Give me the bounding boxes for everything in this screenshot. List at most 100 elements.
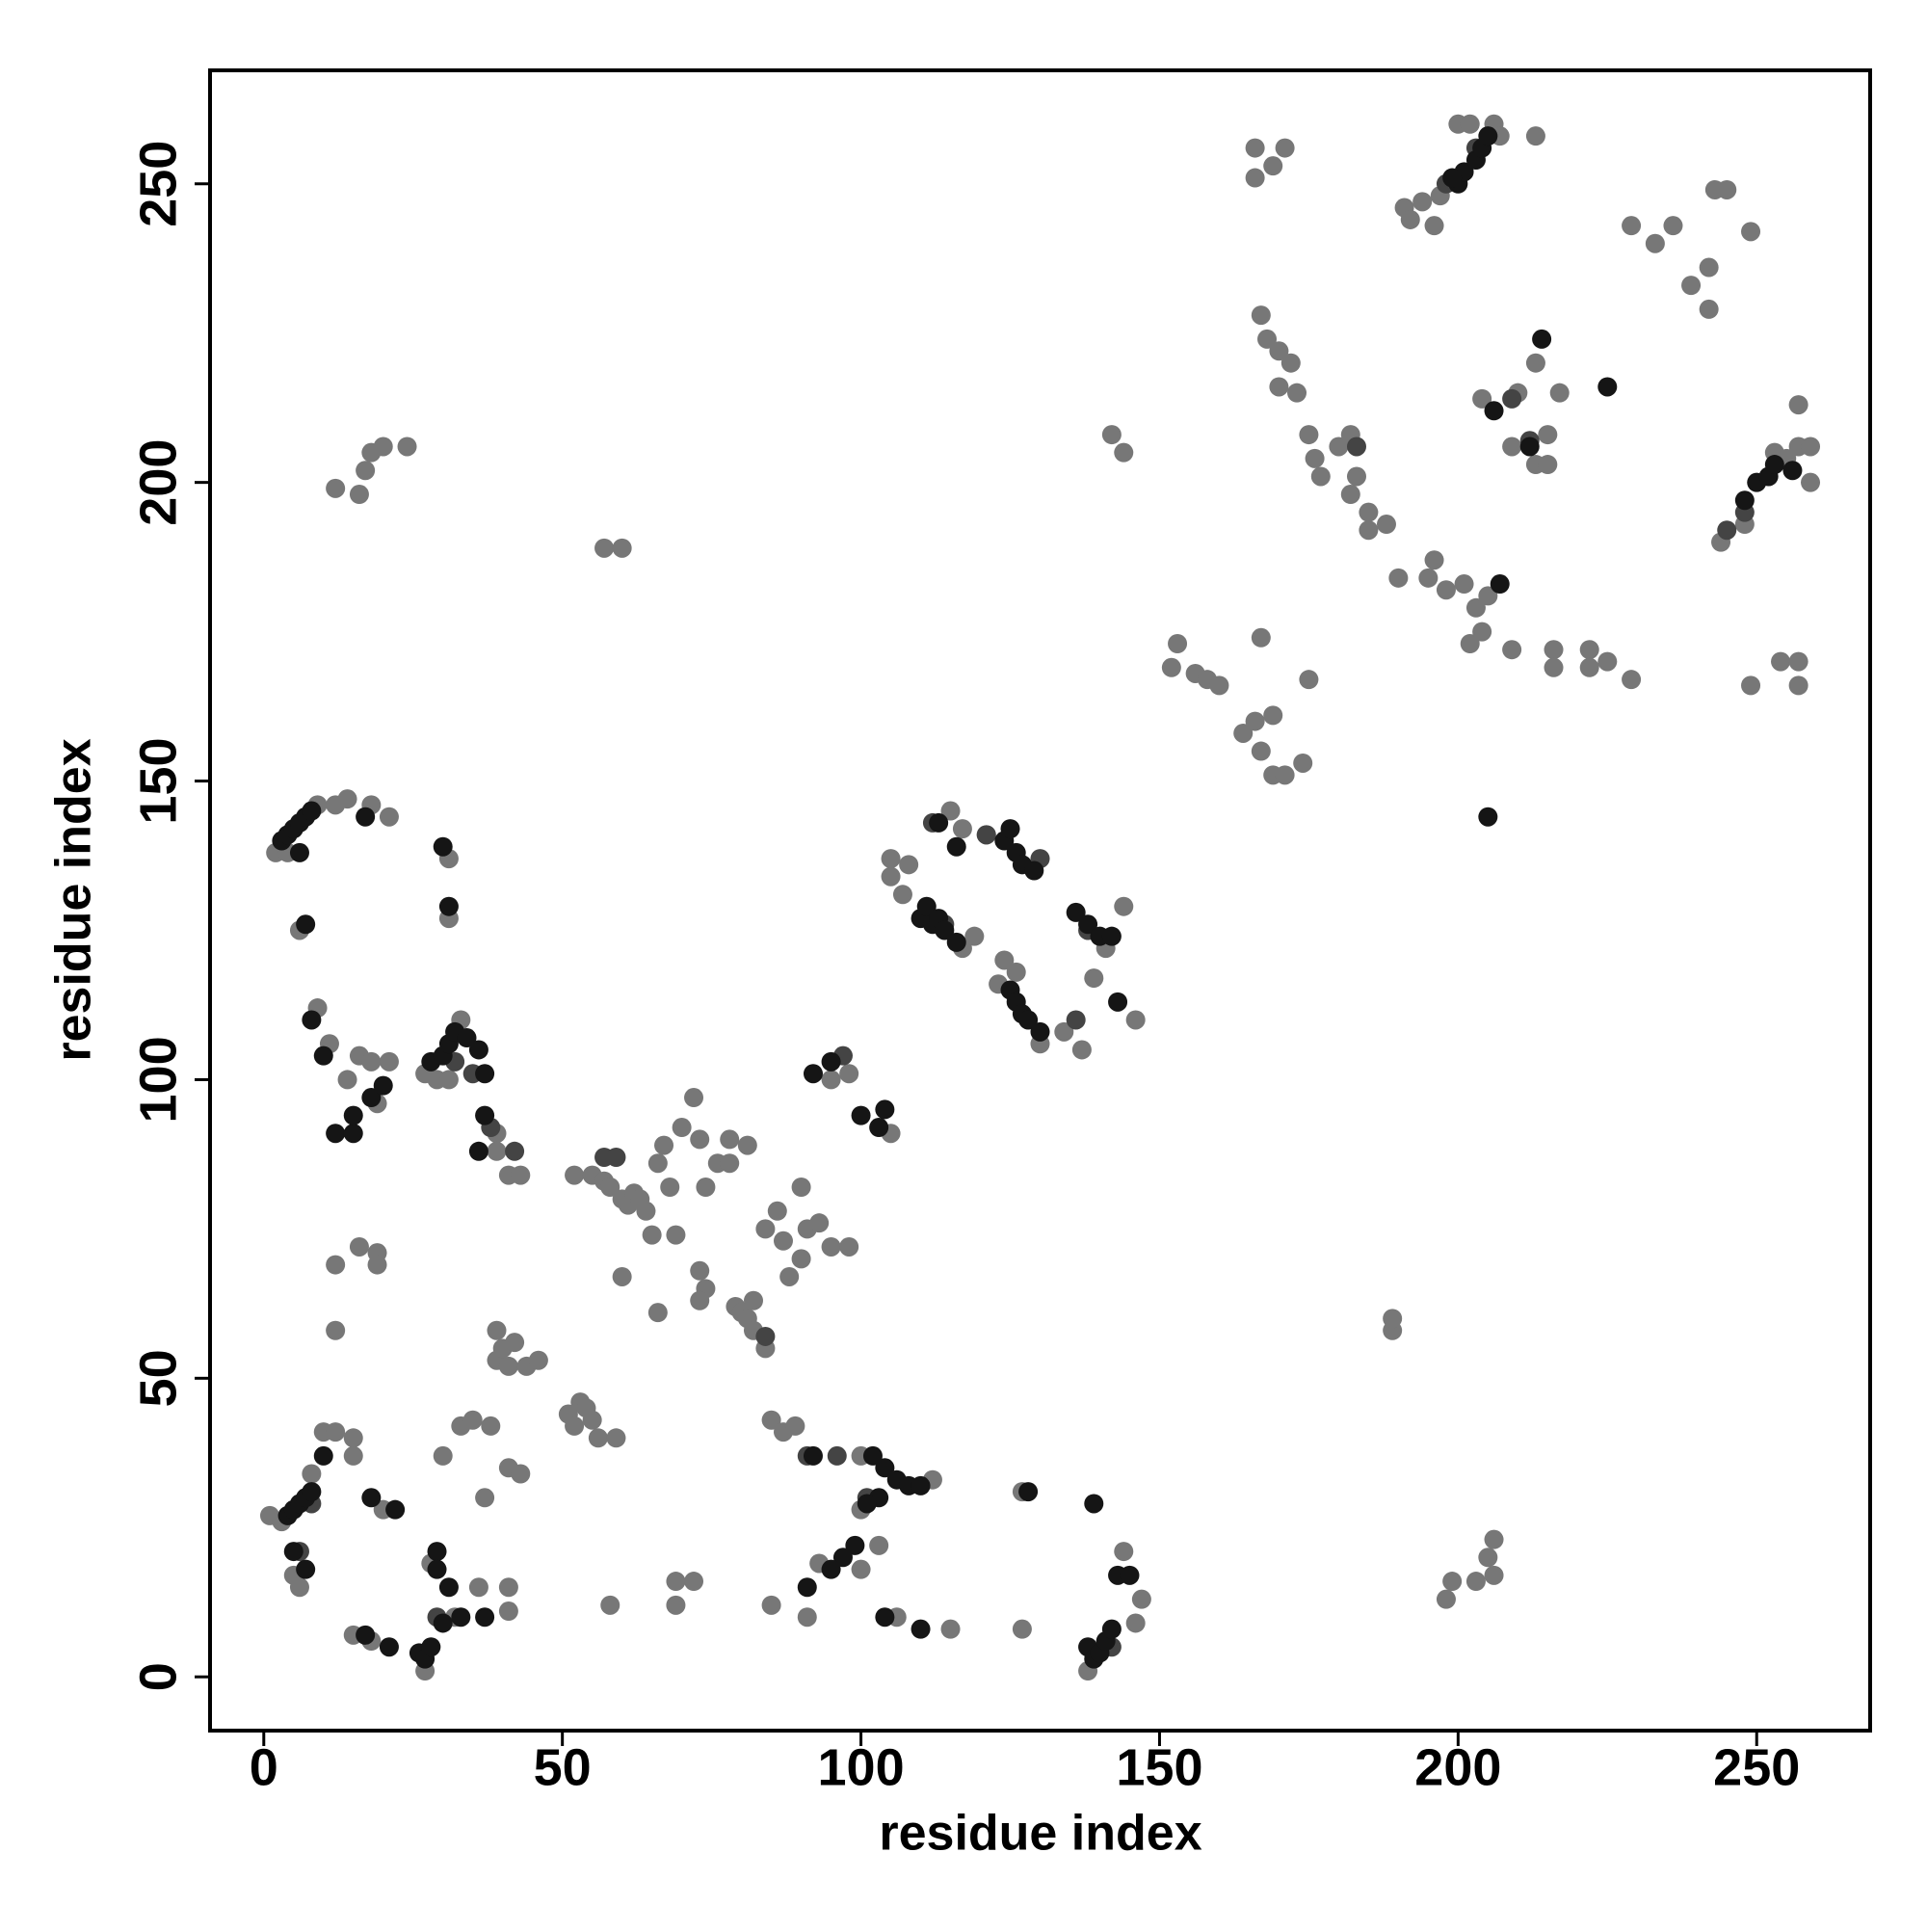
point — [1084, 1494, 1104, 1514]
point — [821, 1236, 841, 1257]
y-tick-label: 250 — [129, 141, 187, 227]
point — [1084, 968, 1104, 989]
point — [296, 1559, 316, 1579]
point — [839, 1064, 859, 1084]
point — [1287, 383, 1307, 403]
point — [684, 1088, 704, 1108]
point — [636, 1201, 656, 1221]
y-tick-label: 50 — [129, 1349, 187, 1407]
point — [1622, 216, 1642, 236]
x-tick-label: 250 — [1713, 1738, 1800, 1796]
point — [803, 1064, 823, 1084]
point — [289, 1577, 309, 1598]
point — [1597, 651, 1618, 672]
point — [1699, 257, 1719, 278]
point — [356, 461, 376, 481]
point — [302, 1464, 322, 1484]
point — [952, 819, 972, 839]
point — [438, 1577, 459, 1598]
point — [821, 1051, 841, 1072]
point — [881, 866, 901, 887]
x-tick-label: 50 — [534, 1738, 592, 1796]
point — [1418, 568, 1439, 588]
x-tick-label: 150 — [1116, 1738, 1202, 1796]
point — [785, 1416, 805, 1436]
point — [326, 478, 346, 498]
point — [1245, 711, 1265, 731]
point — [875, 1458, 895, 1478]
point — [343, 1445, 363, 1466]
point — [851, 1105, 871, 1125]
point — [433, 1445, 453, 1466]
point — [803, 1445, 823, 1466]
point — [1125, 1010, 1146, 1030]
point — [1764, 455, 1784, 475]
point — [1383, 1309, 1403, 1329]
point — [1101, 1619, 1122, 1639]
point — [1168, 633, 1188, 653]
point — [779, 1266, 800, 1286]
point — [1502, 437, 1522, 457]
point — [498, 1356, 518, 1376]
point — [343, 1105, 363, 1125]
point — [379, 1637, 399, 1657]
point — [367, 1255, 387, 1275]
point — [1788, 651, 1808, 672]
point — [1460, 633, 1480, 653]
point — [642, 1225, 662, 1245]
point — [935, 920, 955, 940]
point — [1400, 209, 1420, 229]
point — [1622, 670, 1642, 690]
point — [356, 1625, 376, 1645]
point — [1275, 138, 1295, 158]
point — [647, 1153, 668, 1174]
point — [361, 1488, 382, 1508]
point — [433, 1613, 453, 1633]
point — [612, 1266, 632, 1286]
point — [505, 1141, 525, 1161]
point — [438, 896, 459, 916]
point — [511, 1165, 531, 1185]
point — [1024, 860, 1044, 881]
y-tick-label: 150 — [129, 737, 187, 824]
point — [1161, 657, 1181, 677]
point — [1125, 1613, 1146, 1633]
point — [1006, 962, 1026, 982]
point — [1251, 627, 1271, 648]
point — [1717, 179, 1737, 199]
x-axis-title: residue index — [879, 1806, 1201, 1862]
point — [839, 1236, 859, 1257]
point — [744, 1290, 764, 1310]
point — [1544, 657, 1564, 677]
point — [1340, 485, 1360, 505]
y-axis-title: residue index — [46, 738, 102, 1061]
point — [737, 1135, 757, 1155]
point — [373, 437, 393, 457]
point — [720, 1129, 740, 1150]
point — [911, 1475, 931, 1495]
point — [1030, 1021, 1050, 1042]
point — [1579, 657, 1599, 677]
point — [690, 1129, 710, 1150]
point — [690, 1290, 710, 1310]
point — [881, 849, 901, 869]
point — [1257, 329, 1278, 349]
point — [468, 1577, 488, 1598]
point — [1209, 675, 1229, 696]
point — [475, 1105, 495, 1125]
point — [946, 836, 966, 857]
point — [916, 896, 937, 916]
point — [1525, 126, 1545, 146]
point — [946, 932, 966, 952]
point — [773, 1231, 793, 1251]
point — [361, 1088, 382, 1108]
point — [1484, 1529, 1504, 1549]
point — [654, 1135, 674, 1155]
point — [1771, 651, 1791, 672]
point — [1251, 305, 1271, 326]
point — [1329, 437, 1349, 457]
point — [606, 1428, 626, 1448]
point — [666, 1225, 686, 1245]
point — [1442, 168, 1463, 188]
